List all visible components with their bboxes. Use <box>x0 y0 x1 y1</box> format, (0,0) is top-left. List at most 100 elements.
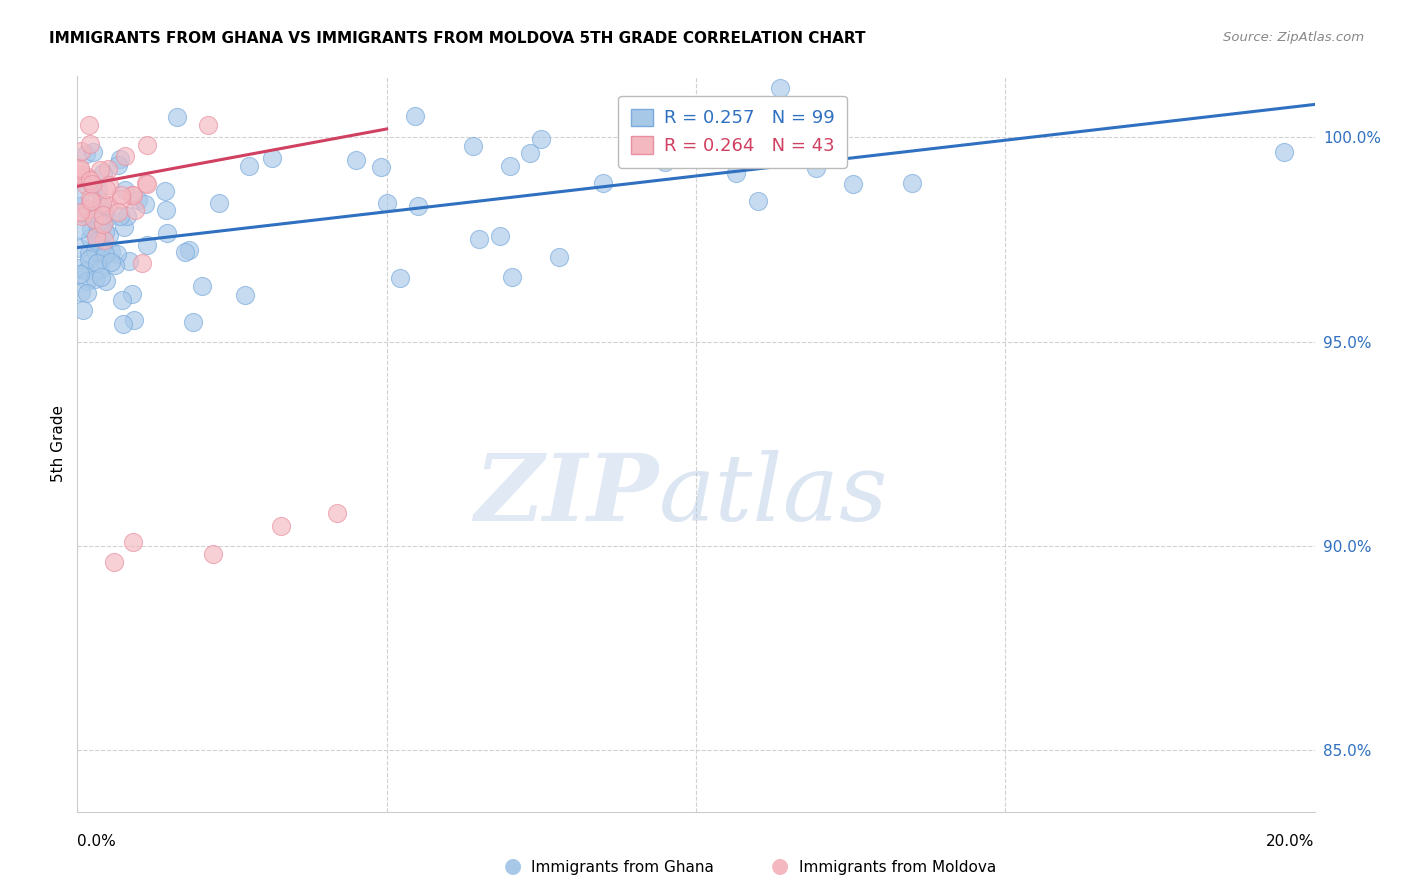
Point <box>70 209 93 223</box>
Point <box>83 244 105 259</box>
Point <box>94 205 117 219</box>
Point <box>97 227 120 242</box>
Point <box>107 205 129 219</box>
Point <box>77 245 100 260</box>
Point <box>233 288 256 302</box>
Point <box>842 177 865 191</box>
Point <box>110 188 132 202</box>
Point <box>377 195 399 210</box>
Point <box>83 272 105 286</box>
Point <box>82 145 104 159</box>
Point <box>86 183 108 197</box>
Point <box>100 254 122 268</box>
Text: IMMIGRANTS FROM GHANA VS IMMIGRANTS FROM MOLDOVA 5TH GRADE CORRELATION CHART: IMMIGRANTS FROM GHANA VS IMMIGRANTS FROM… <box>49 31 866 46</box>
Point <box>98 178 121 192</box>
Point <box>80 177 103 191</box>
Point <box>94 182 117 196</box>
Point <box>91 217 114 231</box>
Text: ZIP: ZIP <box>475 450 659 541</box>
Point <box>208 195 231 210</box>
Text: Immigrants from Ghana: Immigrants from Ghana <box>531 861 714 875</box>
Point <box>97 197 120 211</box>
Point <box>110 192 132 206</box>
Point <box>79 136 101 151</box>
Point <box>86 234 108 248</box>
Point <box>79 231 101 245</box>
Point <box>90 270 112 285</box>
Point <box>90 196 112 211</box>
Point <box>105 247 128 261</box>
Point <box>69 163 91 178</box>
Point <box>166 110 188 124</box>
Point <box>405 109 427 123</box>
Point <box>90 215 112 229</box>
Point <box>117 209 139 223</box>
Text: atlas: atlas <box>659 450 889 541</box>
Point <box>75 264 97 278</box>
Text: 20.0%: 20.0% <box>1267 834 1315 848</box>
Point <box>136 177 159 191</box>
Point <box>94 247 117 261</box>
Point <box>84 230 107 244</box>
Point <box>70 144 93 158</box>
Point <box>89 198 111 212</box>
Point <box>87 216 110 230</box>
Text: Immigrants from Moldova: Immigrants from Moldova <box>799 861 995 875</box>
Point <box>79 252 101 266</box>
Point <box>69 221 91 235</box>
Point <box>69 205 91 219</box>
Point <box>103 555 125 569</box>
Point <box>654 155 676 169</box>
Point <box>94 274 117 288</box>
Point <box>70 285 93 299</box>
Point <box>77 118 100 132</box>
Text: ●: ● <box>772 856 789 876</box>
Point <box>155 226 177 240</box>
Point <box>76 286 98 301</box>
Text: Source: ZipAtlas.com: Source: ZipAtlas.com <box>1223 31 1364 45</box>
Point <box>76 170 98 185</box>
Point <box>79 191 101 205</box>
Point <box>134 196 156 211</box>
Point <box>77 202 100 217</box>
Point <box>91 208 114 222</box>
Point <box>901 176 924 190</box>
Point <box>501 270 523 285</box>
Point <box>118 254 141 268</box>
Point <box>87 198 110 212</box>
Point <box>72 302 94 317</box>
Point <box>519 145 541 160</box>
Point <box>89 162 111 177</box>
Point <box>69 161 91 176</box>
Point <box>69 260 91 275</box>
Point <box>769 81 792 95</box>
Point <box>468 232 491 246</box>
Point <box>751 133 773 147</box>
Point <box>73 208 96 222</box>
Point <box>104 258 127 272</box>
Point <box>389 271 412 285</box>
Point <box>76 274 98 288</box>
Point <box>155 184 177 198</box>
Point <box>122 535 145 549</box>
Point <box>75 147 97 161</box>
Point <box>100 245 122 260</box>
Point <box>190 279 212 293</box>
Point <box>121 286 143 301</box>
Point <box>110 293 132 307</box>
Point <box>75 178 97 192</box>
Point <box>461 138 484 153</box>
Point <box>135 137 157 152</box>
Text: 0.0%: 0.0% <box>77 834 117 848</box>
Point <box>93 233 115 247</box>
Point <box>112 317 135 331</box>
Point <box>548 250 571 264</box>
Point <box>671 134 693 148</box>
Point <box>69 189 91 203</box>
Point <box>96 211 118 225</box>
Point <box>90 222 112 236</box>
Point <box>124 203 146 218</box>
Point <box>724 166 747 180</box>
Text: ●: ● <box>505 856 522 876</box>
Point <box>406 199 429 213</box>
